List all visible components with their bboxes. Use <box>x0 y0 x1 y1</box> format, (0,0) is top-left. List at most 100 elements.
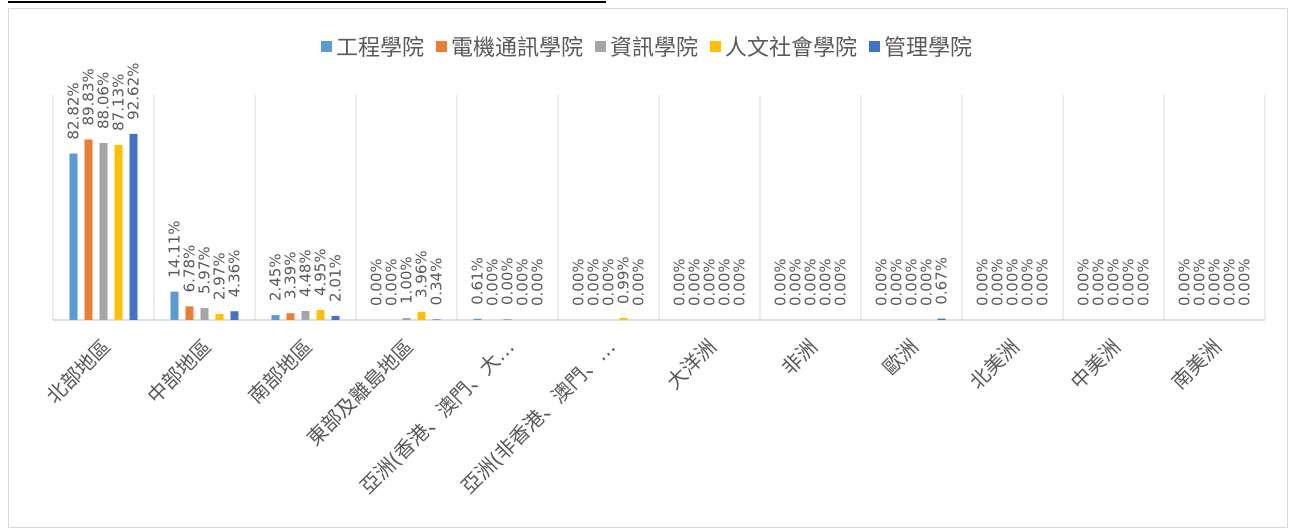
data-label: 89.83% <box>80 68 98 125</box>
data-label: 5.97% <box>196 246 214 294</box>
data-label: 0.00% <box>1034 258 1052 306</box>
data-label: 0.00% <box>802 258 820 306</box>
legend-item: 人文社會學院 <box>710 30 857 62</box>
data-label: 0.00% <box>731 258 749 306</box>
legend-item: 管理學院 <box>869 30 972 62</box>
data-label: 0.00% <box>832 258 850 306</box>
data-label: 3.96% <box>413 250 431 298</box>
category-label: 北美洲 <box>965 335 1024 394</box>
legend-item: 工程學院 <box>320 30 424 62</box>
data-label: 4.48% <box>297 249 315 297</box>
bar <box>230 311 239 320</box>
bar <box>200 308 209 320</box>
data-label: 14.11% <box>166 220 184 277</box>
data-label: 0.00% <box>1105 258 1123 306</box>
data-label: 0.00% <box>701 258 719 306</box>
legend-item: 資訊學院 <box>594 30 698 62</box>
bar <box>114 144 123 320</box>
legend-label: 管理學院 <box>884 36 973 61</box>
bar <box>185 306 194 320</box>
category-label: 北部地區 <box>41 335 115 409</box>
bar <box>473 318 482 320</box>
data-label: 88.06% <box>95 72 113 129</box>
data-label: 0.34% <box>428 258 446 306</box>
data-label: 0.00% <box>630 258 648 306</box>
bar <box>937 318 946 320</box>
data-label: 4.36% <box>226 250 244 298</box>
data-label: 4.95% <box>312 248 330 296</box>
bar <box>84 139 93 320</box>
category-label: 南部地區 <box>243 335 317 409</box>
category-label: 中美洲 <box>1066 335 1125 394</box>
bar <box>503 318 512 320</box>
legend: 工程學院 電機通訊學院 資訊學院 人文社會學院 管理學院 <box>0 30 1293 62</box>
data-label: 87.13% <box>110 74 128 131</box>
bar <box>619 318 628 320</box>
data-label: 0.00% <box>903 258 921 306</box>
legend-swatch <box>710 40 721 52</box>
data-label: 1.00% <box>398 256 416 304</box>
category-label: 東部及離島地區 <box>302 335 418 451</box>
data-label: 0.00% <box>383 258 401 306</box>
bar <box>286 313 295 320</box>
bar <box>170 291 179 320</box>
data-label: 92.62% <box>125 63 143 120</box>
data-label: 0.00% <box>499 257 517 305</box>
data-label: 0.00% <box>1004 258 1022 306</box>
bar <box>271 315 280 320</box>
data-label: 2.45% <box>267 253 285 301</box>
data-label: 0.00% <box>1019 258 1037 306</box>
bar <box>417 312 426 320</box>
data-label: 0.00% <box>888 258 906 306</box>
data-label: 0.00% <box>529 258 547 306</box>
data-label: 0.00% <box>1221 258 1239 306</box>
data-label: 0.00% <box>1135 258 1153 306</box>
category-label: 歐洲 <box>878 335 923 380</box>
bar <box>69 153 78 320</box>
data-label: 0.00% <box>772 258 790 306</box>
data-label: 0.00% <box>817 258 835 306</box>
bar <box>215 314 224 320</box>
data-label: 6.78% <box>181 245 199 293</box>
chart-frame <box>8 8 1288 528</box>
data-label: 0.00% <box>368 258 386 306</box>
data-label: 0.00% <box>918 258 936 306</box>
data-label: 82.82% <box>65 82 83 139</box>
data-label: 0.00% <box>1090 258 1108 306</box>
data-label: 0.00% <box>570 258 588 306</box>
data-label: 0.00% <box>600 258 618 306</box>
data-label: 0.00% <box>873 258 891 306</box>
data-label: 0.00% <box>974 258 992 306</box>
bar <box>432 319 441 320</box>
top-rule-line <box>8 1 606 3</box>
category-label: 南美洲 <box>1167 335 1226 394</box>
legend-label: 人文社會學院 <box>725 36 858 61</box>
legend-label: 電機通訊學院 <box>450 36 583 61</box>
bar <box>99 142 108 320</box>
category-label: 大洋洲 <box>662 335 721 394</box>
category-label: 非洲 <box>777 335 822 380</box>
legend-swatch <box>869 40 881 52</box>
bar <box>331 315 340 320</box>
bar <box>316 310 325 320</box>
bar <box>129 133 138 320</box>
data-label: 0.00% <box>989 258 1007 306</box>
data-label: 0.00% <box>514 258 532 306</box>
data-label: 0.00% <box>1206 258 1224 306</box>
data-label: 2.97% <box>211 252 229 300</box>
data-label: 0.00% <box>671 258 689 306</box>
legend-swatch <box>320 40 332 52</box>
data-label: 0.00% <box>1075 258 1093 306</box>
legend-swatch <box>435 40 447 52</box>
legend-item: 電機通訊學院 <box>435 30 583 62</box>
legend-label: 工程學院 <box>335 36 424 61</box>
data-label: 0.61% <box>469 257 487 305</box>
data-label: 0.00% <box>686 258 704 306</box>
category-label: 中部地區 <box>142 335 216 409</box>
legend-label: 資訊學院 <box>609 36 698 61</box>
data-label: 0.99% <box>615 256 633 304</box>
data-label: 0.00% <box>1120 258 1138 306</box>
data-label: 0.00% <box>1236 258 1254 306</box>
bar <box>402 317 411 320</box>
